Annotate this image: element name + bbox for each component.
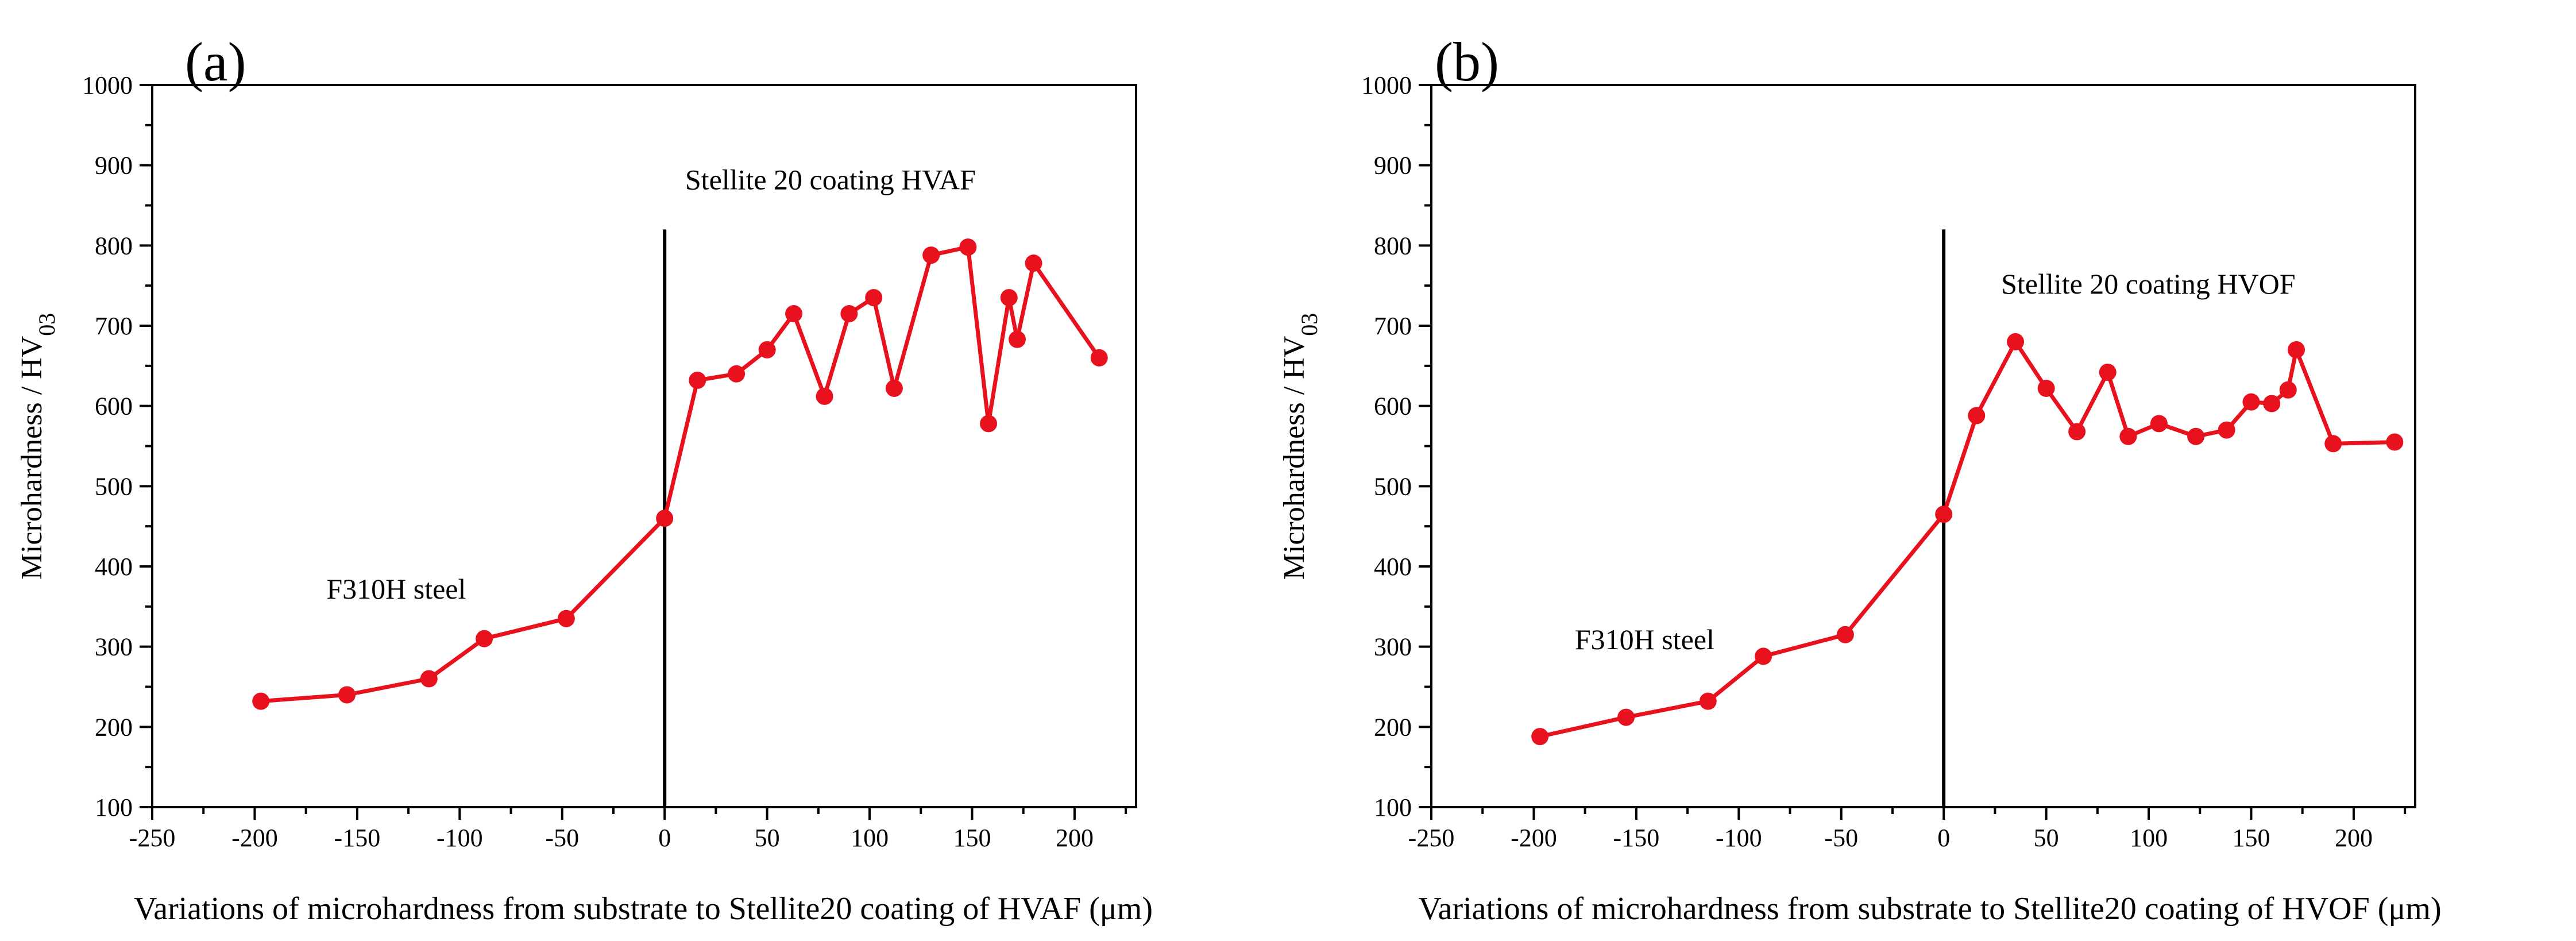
panel-b-data-point xyxy=(2324,435,2342,453)
panel-b-xtick-label: -250 xyxy=(1408,824,1455,852)
panel-b-ytick-label: 800 xyxy=(1374,232,1412,260)
panel-b-ytick-label: 600 xyxy=(1374,392,1412,421)
panel-a-data-point xyxy=(758,341,776,358)
panel-a-ytick-label: 300 xyxy=(95,633,133,661)
panel-b-data-point xyxy=(2386,433,2404,451)
panel-b-xtick-label: -50 xyxy=(1824,824,1858,852)
panel-a-data-point xyxy=(656,510,674,527)
panel-b-data-point xyxy=(2288,341,2305,358)
panel-a-data-point xyxy=(1000,289,1018,307)
panel-b-data-point xyxy=(2119,427,2137,445)
panel-a-data-point xyxy=(980,415,998,433)
panel-b-label: (b) xyxy=(1435,31,1499,92)
panel-a-data-point xyxy=(728,365,746,383)
panel-a-ytick-label: 900 xyxy=(95,152,133,180)
panel-a-xtick-label: 0 xyxy=(658,824,671,852)
panel-b-data-point xyxy=(1617,708,1635,726)
panel-b-xtick-label: 150 xyxy=(2233,824,2270,852)
panel-a-xtick-label: -100 xyxy=(437,824,483,852)
panel-a-ytick-label: 800 xyxy=(95,232,133,260)
panel-a-annotation-coating: Stellite 20 coating HVAF xyxy=(685,164,976,196)
panel-b-annotation-substrate: F310H steel xyxy=(1575,623,1714,655)
panel-b-data-point xyxy=(1836,626,1854,643)
chart-panel-b: (b) Microhardness / HV03 Variations of m… xyxy=(1278,31,2442,927)
panel-b-data-point xyxy=(2263,395,2281,412)
panel-a-ytick-label: 600 xyxy=(95,392,133,421)
panel-b-data-point xyxy=(2068,423,2086,441)
panel-a-ytick-label: 500 xyxy=(95,472,133,500)
panel-a-ytick-label: 200 xyxy=(95,713,133,741)
panel-b-data-point xyxy=(1968,407,1986,425)
panel-a-x-axis-label: Variations of microhardness from substra… xyxy=(134,891,1153,927)
panel-a-data-point xyxy=(1009,330,1026,348)
panel-a-data-point xyxy=(1090,349,1108,367)
panel-a-data-point xyxy=(785,305,803,323)
panel-a-label: (a) xyxy=(185,31,246,92)
panel-b-data-point xyxy=(2218,421,2235,439)
panel-a-data-point xyxy=(816,387,833,405)
panel-b-data-point xyxy=(2279,381,2297,399)
panel-b-frame xyxy=(1430,84,2416,808)
panel-a-data-point xyxy=(476,630,493,647)
panel-b-ytick-label: 100 xyxy=(1374,793,1412,822)
panel-b-xtick-label: -150 xyxy=(1613,824,1660,852)
panel-b-xtick-label: 50 xyxy=(2034,824,2059,852)
panel-b-ytick-label: 1000 xyxy=(1361,71,1412,99)
panel-a-data-point xyxy=(1025,254,1042,272)
panel-b-xtick-label: 100 xyxy=(2130,824,2168,852)
panel-a-data-point xyxy=(840,305,858,323)
panel-a-y-axis-label: Microhardness / HV03 xyxy=(16,313,60,580)
panel-a-xtick-label: -50 xyxy=(545,824,579,852)
panel-a-series-line xyxy=(260,245,1101,704)
panel-a-annotation-substrate: F310H steel xyxy=(326,573,466,605)
panel-b-data-point xyxy=(2187,427,2205,445)
panel-a-ytick-label: 100 xyxy=(95,793,133,822)
panel-a-data-point xyxy=(420,670,438,688)
chart-panel-a: (a) Microhardness / HV03 Variations of m… xyxy=(16,31,1153,927)
panel-a-xtick-label: 100 xyxy=(851,824,889,852)
panel-a-ytick-label: 700 xyxy=(95,312,133,340)
panel-a-xtick-label: -250 xyxy=(129,824,176,852)
panel-b-annotation-coating: Stellite 20 coating HVOF xyxy=(2001,268,2295,300)
panel-b-data-point xyxy=(1699,692,1717,710)
panel-a-data-point xyxy=(557,610,575,627)
panel-a-data-point xyxy=(252,692,270,710)
panel-b-x-axis-label: Variations of microhardness from substra… xyxy=(1418,891,2441,927)
panel-a-data-point xyxy=(885,379,903,397)
panel-a-xtick-label: 200 xyxy=(1056,824,1094,852)
panel-a-xtick-label: 150 xyxy=(953,824,991,852)
panel-b-ytick-label: 700 xyxy=(1374,312,1412,340)
panel-b-xtick-label: 200 xyxy=(2335,824,2373,852)
panel-b-data-point xyxy=(2007,333,2025,350)
panel-b-data-point xyxy=(2150,415,2168,433)
panel-a-data-point xyxy=(338,686,356,704)
panel-a-ytick-label: 400 xyxy=(95,553,133,581)
panel-a-data-point xyxy=(689,371,706,389)
panel-b-data-point xyxy=(2037,379,2055,397)
panel-b-data-point xyxy=(1531,728,1549,746)
panel-b-data-point xyxy=(2242,393,2260,411)
panel-b-xtick-label: -100 xyxy=(1716,824,1762,852)
panel-b-xtick-label: 0 xyxy=(1937,824,1950,852)
panel-b-data-point xyxy=(1935,506,1953,523)
panel-a-xtick-label: 50 xyxy=(755,824,780,852)
panel-a-ytick-label: 1000 xyxy=(82,71,133,99)
panel-a-data-point xyxy=(959,238,977,256)
panel-b-data-point xyxy=(1755,647,1772,665)
panel-a-data-point xyxy=(922,246,940,264)
panel-a-data-point xyxy=(865,289,883,307)
panel-b-ytick-label: 300 xyxy=(1374,633,1412,661)
panel-a-xtick-label: -200 xyxy=(231,824,278,852)
panel-a-xtick-label: -150 xyxy=(334,824,381,852)
panel-b-ytick-label: 200 xyxy=(1374,713,1412,741)
panel-b-y-axis-label: Microhardness / HV03 xyxy=(1278,313,1322,580)
panel-b-data-point xyxy=(2099,364,2117,381)
panel-b-ytick-label: 400 xyxy=(1374,553,1412,581)
panel-b-ytick-label: 900 xyxy=(1374,152,1412,180)
panel-b-ytick-label: 500 xyxy=(1374,472,1412,500)
panel-b-xtick-label: -200 xyxy=(1511,824,1557,852)
